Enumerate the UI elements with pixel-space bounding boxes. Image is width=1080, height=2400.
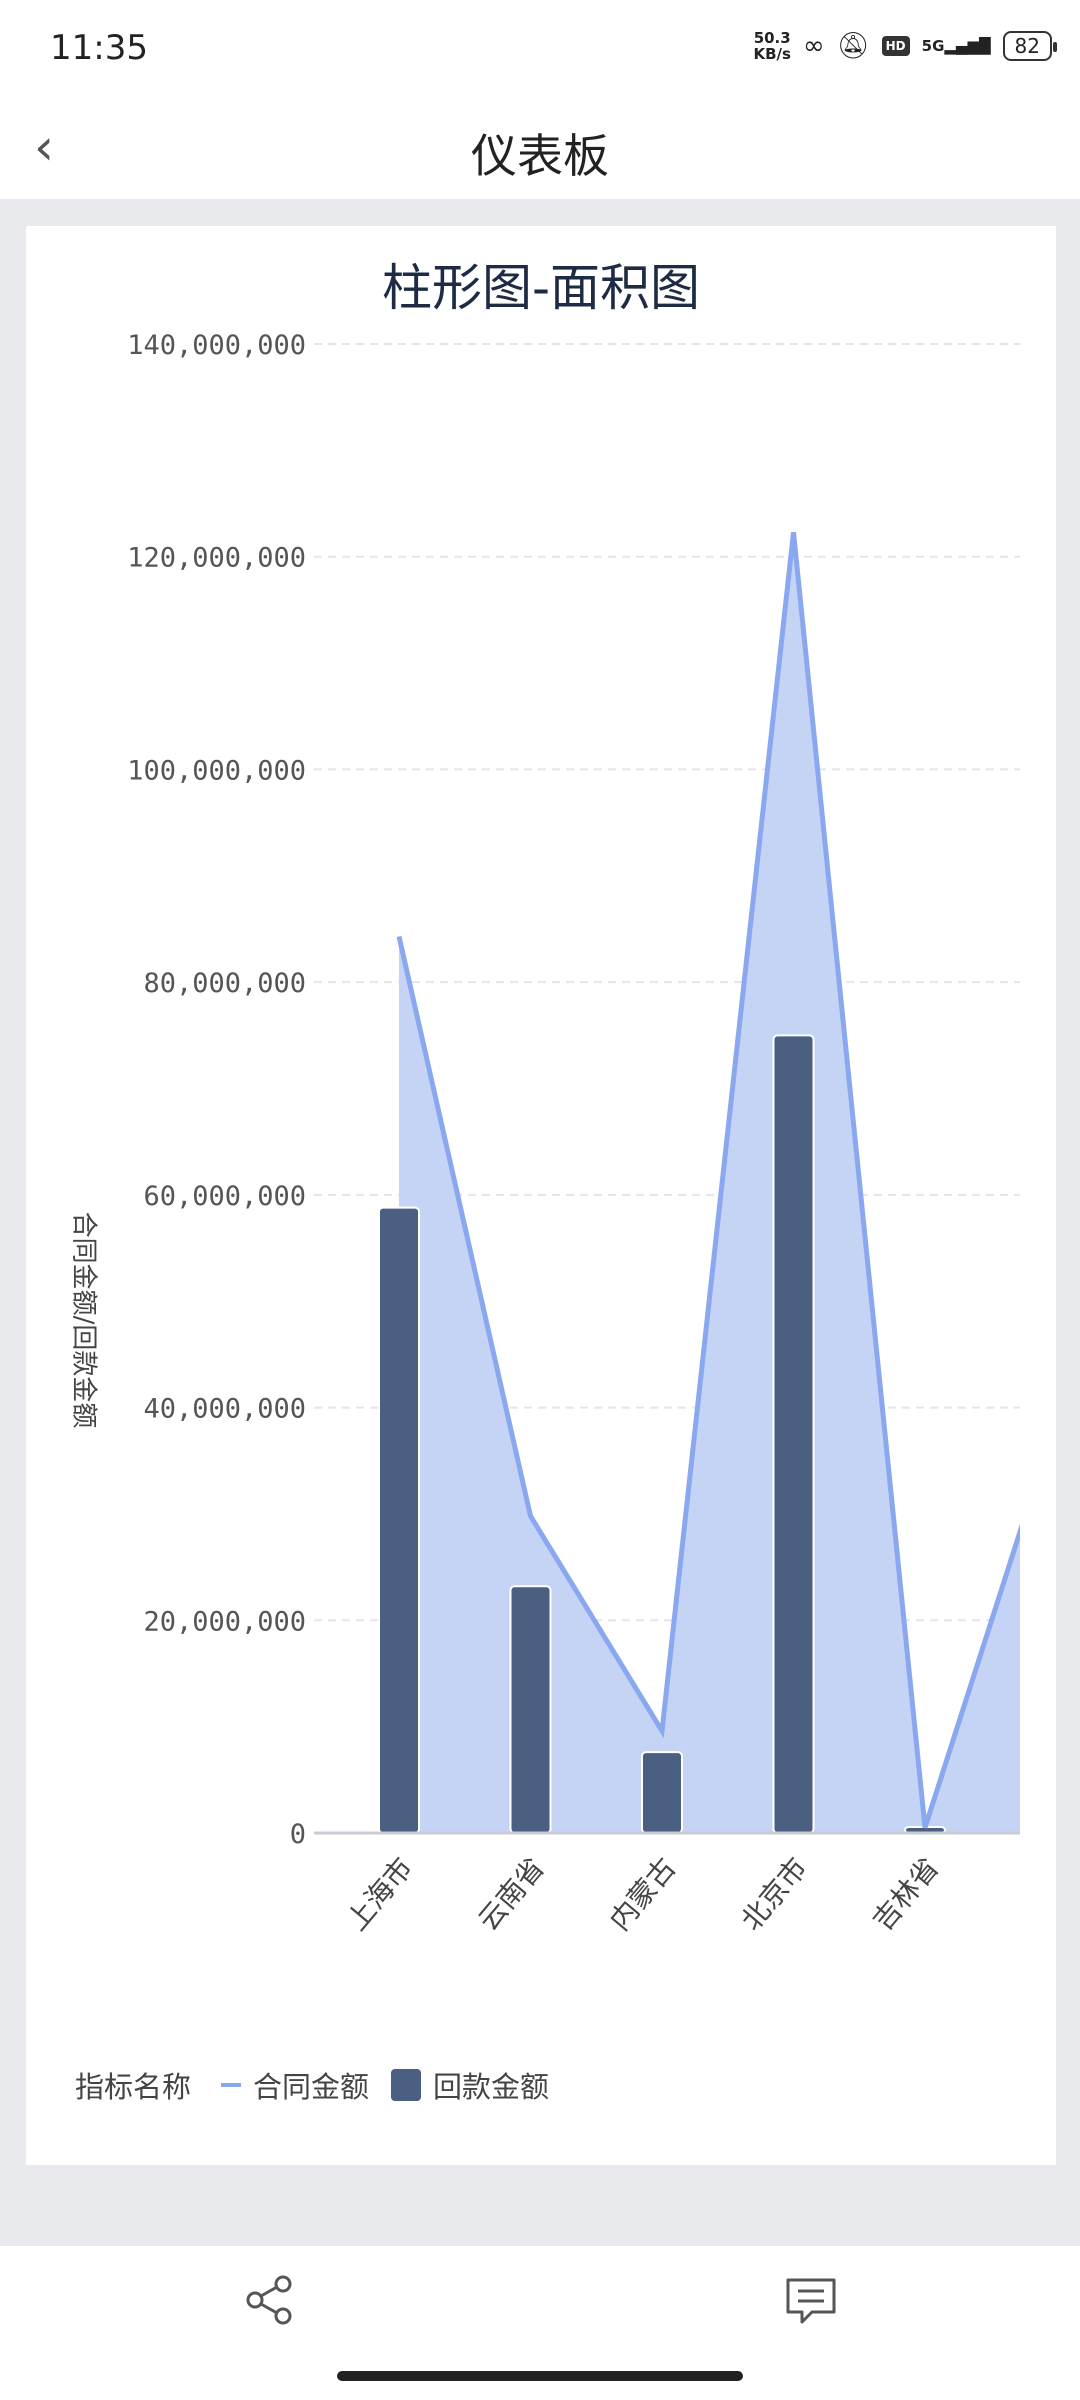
- x-tick-label: 吉林省: [866, 1851, 945, 1937]
- legend-item-payment[interactable]: 回款金额: [433, 2070, 550, 2104]
- contract-line: [396, 531, 1020, 1829]
- legend: 指标名称 合同金额 回款金额: [75, 2064, 549, 2106]
- network-speed: 50.3 KB/s: [753, 29, 791, 63]
- y-tick-label: 20,000,000: [143, 1606, 306, 1637]
- y-tick-label: 120,000,000: [127, 543, 306, 574]
- y-tick-label: 60,000,000: [143, 1181, 306, 1212]
- x-tick-label: 内蒙古: [603, 1851, 682, 1937]
- comment-icon: [786, 2278, 836, 2324]
- legend-bar-swatch: [391, 2069, 422, 2101]
- chart-plot: 0 20,000,000 40,000,000 60,000,000 80,000,00…: [127, 330, 1057, 1937]
- back-button[interactable]: ‹: [34, 118, 54, 176]
- chart-title: 柱形图-面积图: [381, 259, 701, 317]
- y-tick-label: 140,000,000: [127, 330, 306, 361]
- app-header: ‹ 仪表板: [0, 100, 1080, 199]
- battery-icon: 82: [1002, 31, 1058, 61]
- bar-5: [1037, 1527, 1057, 1833]
- bar-1: [509, 1585, 552, 1835]
- x-tick-label: 云南省: [472, 1851, 551, 1937]
- y-tick-label: 100,000,000: [127, 755, 306, 786]
- bar-0: [378, 1206, 420, 1834]
- legend-item-contract[interactable]: 合同金额: [253, 2070, 370, 2104]
- share-button[interactable]: [243, 2274, 295, 2330]
- chart-card: 柱形图-面积图 合同金额/回款金额 0 20,000,000 40,000,000 6…: [26, 226, 1056, 2165]
- legend-line-swatch: [221, 2083, 242, 2087]
- bell-muted-icon: 🔕︎: [836, 31, 870, 61]
- chevron-left-icon: ‹: [34, 118, 54, 176]
- bar-3: [772, 1034, 815, 1834]
- signal-icon: 5G▂▄▆█: [921, 37, 991, 55]
- link-icon: ∞: [802, 31, 825, 61]
- page-title: 仪表板: [471, 129, 609, 183]
- area-fill: [399, 532, 1020, 1833]
- x-tick-label: 上海市: [340, 1851, 419, 1937]
- y-tick-label: 40,000,000: [143, 1394, 306, 1425]
- legend-title: 指标名称: [75, 2070, 192, 2104]
- share-icon: [246, 2275, 292, 2325]
- plot-series: [378, 531, 1057, 1835]
- comment-button[interactable]: [784, 2274, 838, 2332]
- status-bar: 11:35 50.3 KB/s ∞ 🔕︎ HD 5G▂▄▆█ 82: [0, 0, 1080, 100]
- home-indicator[interactable]: [337, 2371, 743, 2381]
- status-time: 11:35: [50, 28, 148, 68]
- y-tick-label: 0: [290, 1819, 306, 1850]
- y-tick-label: 80,000,000: [143, 968, 306, 999]
- bar-2: [641, 1751, 683, 1835]
- hd-icon: HD: [881, 36, 910, 56]
- x-tick-label: 北京市: [735, 1851, 814, 1937]
